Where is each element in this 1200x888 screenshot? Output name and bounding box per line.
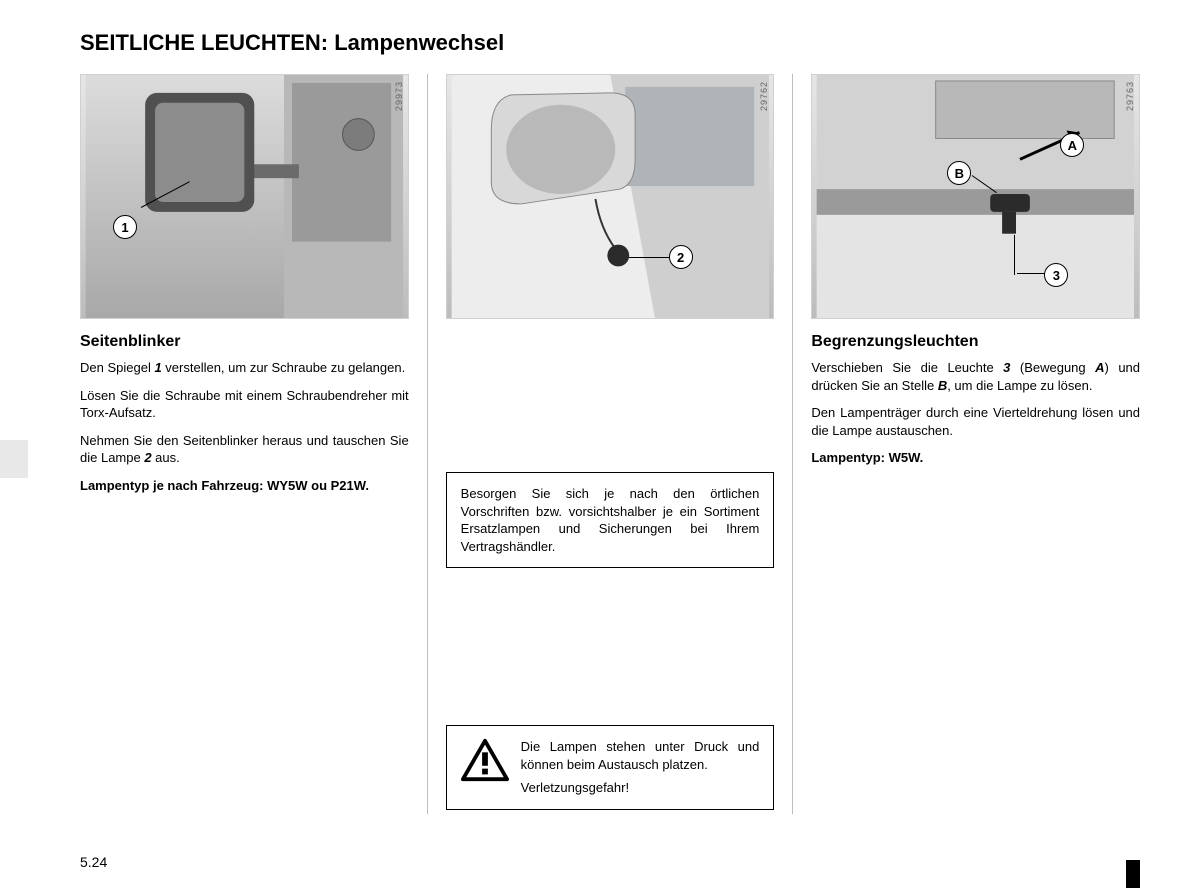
warning-triangle-icon [461, 738, 509, 782]
column-right: 29763 A B 3 [811, 74, 1140, 814]
warning-box: Die Lampen stehen unter Druck und können… [446, 725, 775, 810]
para-left-3: Nehmen Sie den Seitenblinker heraus und … [80, 432, 409, 467]
image-ref-number: 29973 [394, 81, 404, 111]
manual-page: SEITLICHE LEUCHTEN: Lampenwechsel 29973 [0, 0, 1200, 888]
column-divider [792, 74, 793, 814]
callout-1: 1 [113, 215, 137, 239]
leader-line [629, 257, 669, 258]
heading-begrenzungsleuchten: Begrenzungsleuchten [811, 333, 1140, 351]
text: , um die Lampe zu lösen. [947, 378, 1092, 393]
para-left-1: Den Spiegel 1 verstellen, um zur Schraub… [80, 359, 409, 377]
ref-1: 1 [154, 360, 161, 375]
warn-p2: Verletzungsgefahr! [521, 779, 760, 797]
heading-seitenblinker: Seitenblinker [80, 333, 409, 351]
leader-line [1014, 235, 1015, 275]
para-right-2: Den Lampenträger durch eine Vierteldrehu… [811, 404, 1140, 439]
para-left-lamptype: Lampentyp je nach Fahrzeug: WY5W ou P21W… [80, 477, 409, 495]
ref-B: B [938, 378, 947, 393]
illustration-side-mirror-large [81, 75, 408, 318]
text: Nehmen Sie den Seitenblinker heraus und … [80, 433, 409, 466]
figure-mirror-open-door: 29973 1 [80, 74, 409, 319]
text: (Bewegung [1010, 360, 1095, 375]
ref-2: 2 [144, 450, 151, 465]
para-left-2: Lösen Sie die Schraube mit einem Schraub… [80, 387, 409, 422]
warn-p1: Die Lampen stehen unter Druck und können… [521, 738, 760, 773]
callout-2: 2 [669, 245, 693, 269]
figure-mirror-underside: 29762 2 [446, 74, 775, 319]
column-left: 29973 1 Seitenblinker Den [80, 74, 409, 814]
illustration-side-mirror-bulb [447, 75, 774, 318]
illustration-marker-light [812, 75, 1139, 318]
warning-text: Die Lampen stehen unter Druck und können… [521, 738, 760, 797]
text: verstellen, um zur Schraube zu gelangen. [162, 360, 406, 375]
figure-side-marker-light: 29763 A B 3 [811, 74, 1140, 319]
image-ref-number: 29763 [1125, 81, 1135, 111]
note-spare-lamps: Besorgen Sie sich je nach den örtlichen … [446, 472, 775, 568]
page-number: 5.24 [80, 854, 107, 870]
image-ref-number: 29762 [759, 81, 769, 111]
column-divider [427, 74, 428, 814]
edge-index-tab [1126, 860, 1140, 888]
page-title: SEITLICHE LEUCHTEN: Lampenwechsel [80, 30, 1140, 56]
text: Verschieben Sie die Leuchte [811, 360, 1003, 375]
content-columns: 29973 1 Seitenblinker Den [80, 74, 1140, 814]
text: Den Spiegel [80, 360, 154, 375]
column-middle: 29762 2 Besorgen Sie sich je nach den ör… [446, 74, 775, 814]
para-right-lamptype: Lampentyp: W5W. [811, 449, 1140, 467]
leader-line [1017, 273, 1045, 274]
ref-A: A [1095, 360, 1104, 375]
para-right-1: Verschieben Sie die Leuchte 3 (Bewegung … [811, 359, 1140, 394]
text: aus. [152, 450, 180, 465]
